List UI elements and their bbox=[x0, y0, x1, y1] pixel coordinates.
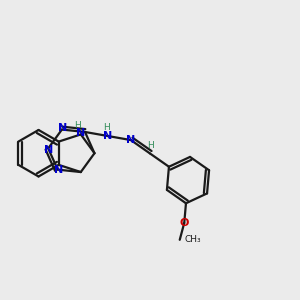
Text: O: O bbox=[180, 218, 189, 228]
Text: H: H bbox=[148, 141, 154, 150]
Text: N: N bbox=[44, 145, 53, 155]
Text: N: N bbox=[58, 123, 67, 133]
Text: N: N bbox=[54, 165, 63, 175]
Text: N: N bbox=[76, 128, 86, 138]
Text: H: H bbox=[103, 123, 110, 132]
Text: N: N bbox=[126, 135, 136, 145]
Text: H: H bbox=[74, 121, 81, 130]
Text: CH₃: CH₃ bbox=[185, 235, 202, 244]
Text: N: N bbox=[103, 131, 112, 141]
